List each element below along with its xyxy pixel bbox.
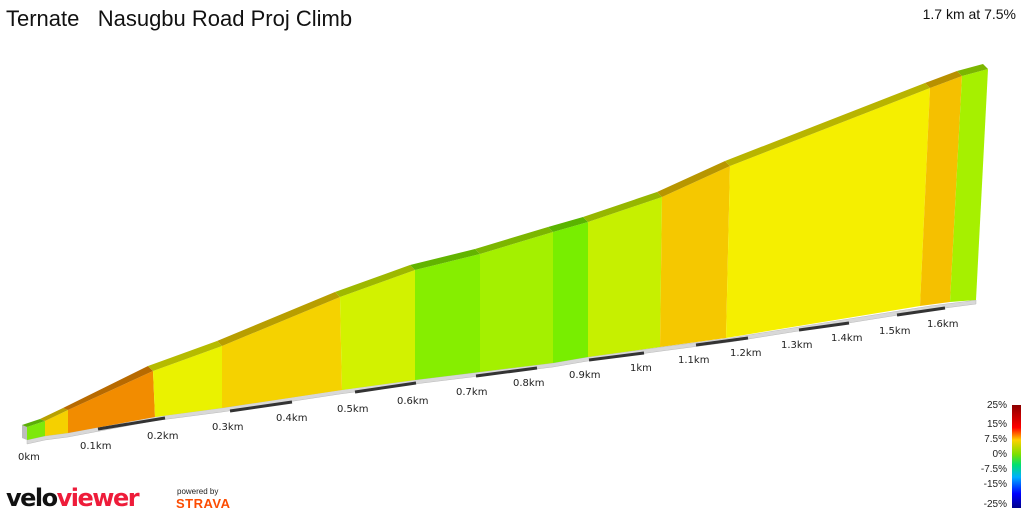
svg-text:0.8km: 0.8km	[513, 378, 544, 389]
svg-text:0.6km: 0.6km	[397, 396, 428, 407]
logo-velo: velo	[6, 484, 58, 512]
svg-text:0.2km: 0.2km	[147, 431, 178, 442]
svg-text:1.6km: 1.6km	[927, 319, 958, 330]
svg-text:1.1km: 1.1km	[678, 355, 709, 366]
svg-text:0.1km: 0.1km	[80, 441, 111, 452]
legend-label: 25%	[986, 400, 1007, 411]
legend-label: 7.5%	[984, 434, 1007, 445]
legend-label: -7.5%	[980, 464, 1007, 475]
legend-label: 0%	[992, 449, 1007, 460]
powered-by-label: powered by	[177, 487, 219, 496]
svg-text:0.5km: 0.5km	[337, 404, 368, 415]
distance-labels: 0km 0.1km 0.2km 0.3km 0.4km 0.5km 0.6km …	[18, 319, 958, 463]
svg-text:0km: 0km	[18, 452, 40, 463]
legend-label: 15%	[986, 419, 1007, 430]
svg-text:1.5km: 1.5km	[879, 326, 910, 337]
logo-viewer: viewer	[56, 484, 140, 512]
svg-text:0.9km: 0.9km	[569, 370, 600, 381]
svg-text:0.3km: 0.3km	[212, 422, 243, 433]
gradient-legend: 25% 15% 7.5% 0% -7.5% -15% -25%	[970, 400, 1024, 512]
svg-text:1km: 1km	[630, 363, 652, 374]
gradient-color-scale	[1012, 405, 1021, 508]
climb-title: Ternate Nasugbu Road Proj Climb	[6, 6, 353, 31]
strava-logo: STRAVA	[176, 496, 231, 511]
distance-scale	[97, 306, 946, 431]
profile-ridge	[22, 64, 988, 427]
svg-text:0.7km: 0.7km	[456, 387, 487, 398]
svg-text:0.4km: 0.4km	[276, 413, 307, 424]
legend-label: -25%	[983, 499, 1007, 510]
legend-label: -15%	[983, 479, 1007, 490]
climb-summary: 1.7 km at 7.5%	[922, 6, 1016, 22]
svg-text:1.3km: 1.3km	[781, 340, 812, 351]
veloviewer-logo: veloviewer	[6, 484, 140, 512]
svg-text:1.4km: 1.4km	[831, 333, 862, 344]
svg-text:1.2km: 1.2km	[730, 348, 761, 359]
gradient-bands	[27, 69, 988, 440]
profile-start-face	[22, 425, 27, 440]
